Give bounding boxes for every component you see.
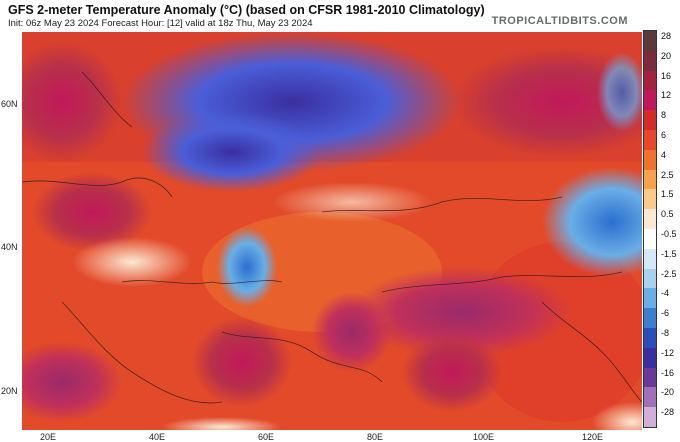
colorbar-label: 16 bbox=[661, 70, 672, 81]
colorbar-swatch bbox=[644, 169, 656, 190]
colorbar-swatch bbox=[644, 367, 656, 388]
lon-label-120e: 120E bbox=[582, 432, 604, 442]
colorbar-label: -1.5 bbox=[661, 248, 677, 259]
colorbar-swatch bbox=[644, 110, 656, 130]
colorbar-swatch bbox=[644, 149, 656, 170]
colorbar-swatch bbox=[644, 90, 656, 111]
colorbar-label: -12 bbox=[661, 347, 675, 358]
colorbar-swatch bbox=[644, 268, 656, 289]
colorbar-label: 28 bbox=[661, 31, 672, 41]
colorbar-swatch bbox=[644, 228, 656, 249]
colorbar-swatch bbox=[644, 189, 656, 210]
colorbar-label: 1.5 bbox=[661, 189, 674, 200]
colorbar-label: -28 bbox=[661, 407, 675, 418]
colorbar-swatch bbox=[644, 209, 656, 229]
colorbar-swatch bbox=[644, 248, 656, 269]
colorbar-swatch bbox=[644, 129, 656, 150]
colorbar-swatch bbox=[644, 70, 656, 91]
colorbar-swatch bbox=[644, 327, 656, 348]
lon-label-20e: 20E bbox=[40, 432, 57, 442]
lon-label-100e: 100E bbox=[473, 432, 495, 442]
colorbar-label: -4 bbox=[661, 288, 670, 299]
lat-label-40n: 40N bbox=[1, 242, 18, 252]
colorbar-label: -16 bbox=[661, 367, 675, 378]
colorbar-label: 2.5 bbox=[661, 169, 674, 180]
lon-label-40e: 40E bbox=[149, 432, 166, 442]
colorbar-swatch bbox=[644, 407, 656, 427]
colorbar-swatch bbox=[644, 387, 656, 408]
colorbar-swatch bbox=[644, 347, 656, 368]
colorbar-label: -0.5 bbox=[661, 229, 677, 239]
colorbar-label: 12 bbox=[661, 90, 672, 101]
colorbar-swatch bbox=[644, 31, 656, 51]
colorbar-label: 8 bbox=[661, 110, 667, 121]
map-subtitle: Init: 06z May 23 2024 Forecast Hour: [12… bbox=[8, 18, 313, 29]
colorbar-swatch bbox=[644, 308, 656, 328]
colorbar bbox=[643, 30, 657, 428]
colorbar-label: -6 bbox=[661, 308, 670, 319]
map-title: GFS 2-meter Temperature Anomaly (°C) (ba… bbox=[8, 3, 485, 17]
lon-label-60e: 60E bbox=[258, 432, 275, 442]
lat-label-60n: 60N bbox=[1, 99, 18, 109]
lon-label-80e: 80E bbox=[367, 432, 384, 442]
colorbar-label: 4 bbox=[661, 149, 667, 160]
colorbar-swatch bbox=[644, 50, 656, 71]
colorbar-label: 6 bbox=[661, 130, 667, 140]
colorbar-label: 0.5 bbox=[661, 209, 674, 220]
colorbar-label: -20 bbox=[661, 387, 675, 398]
colorbar-swatch bbox=[644, 288, 656, 309]
colorbar-label: -2.5 bbox=[661, 268, 677, 279]
colorbar-label: 20 bbox=[661, 50, 672, 61]
colorbar-label: -8 bbox=[661, 328, 670, 338]
temperature-anomaly-map bbox=[22, 32, 642, 430]
lat-label-20n: 20N bbox=[1, 386, 18, 396]
brand-watermark: TROPICALTIDBITS.COM bbox=[491, 15, 628, 27]
